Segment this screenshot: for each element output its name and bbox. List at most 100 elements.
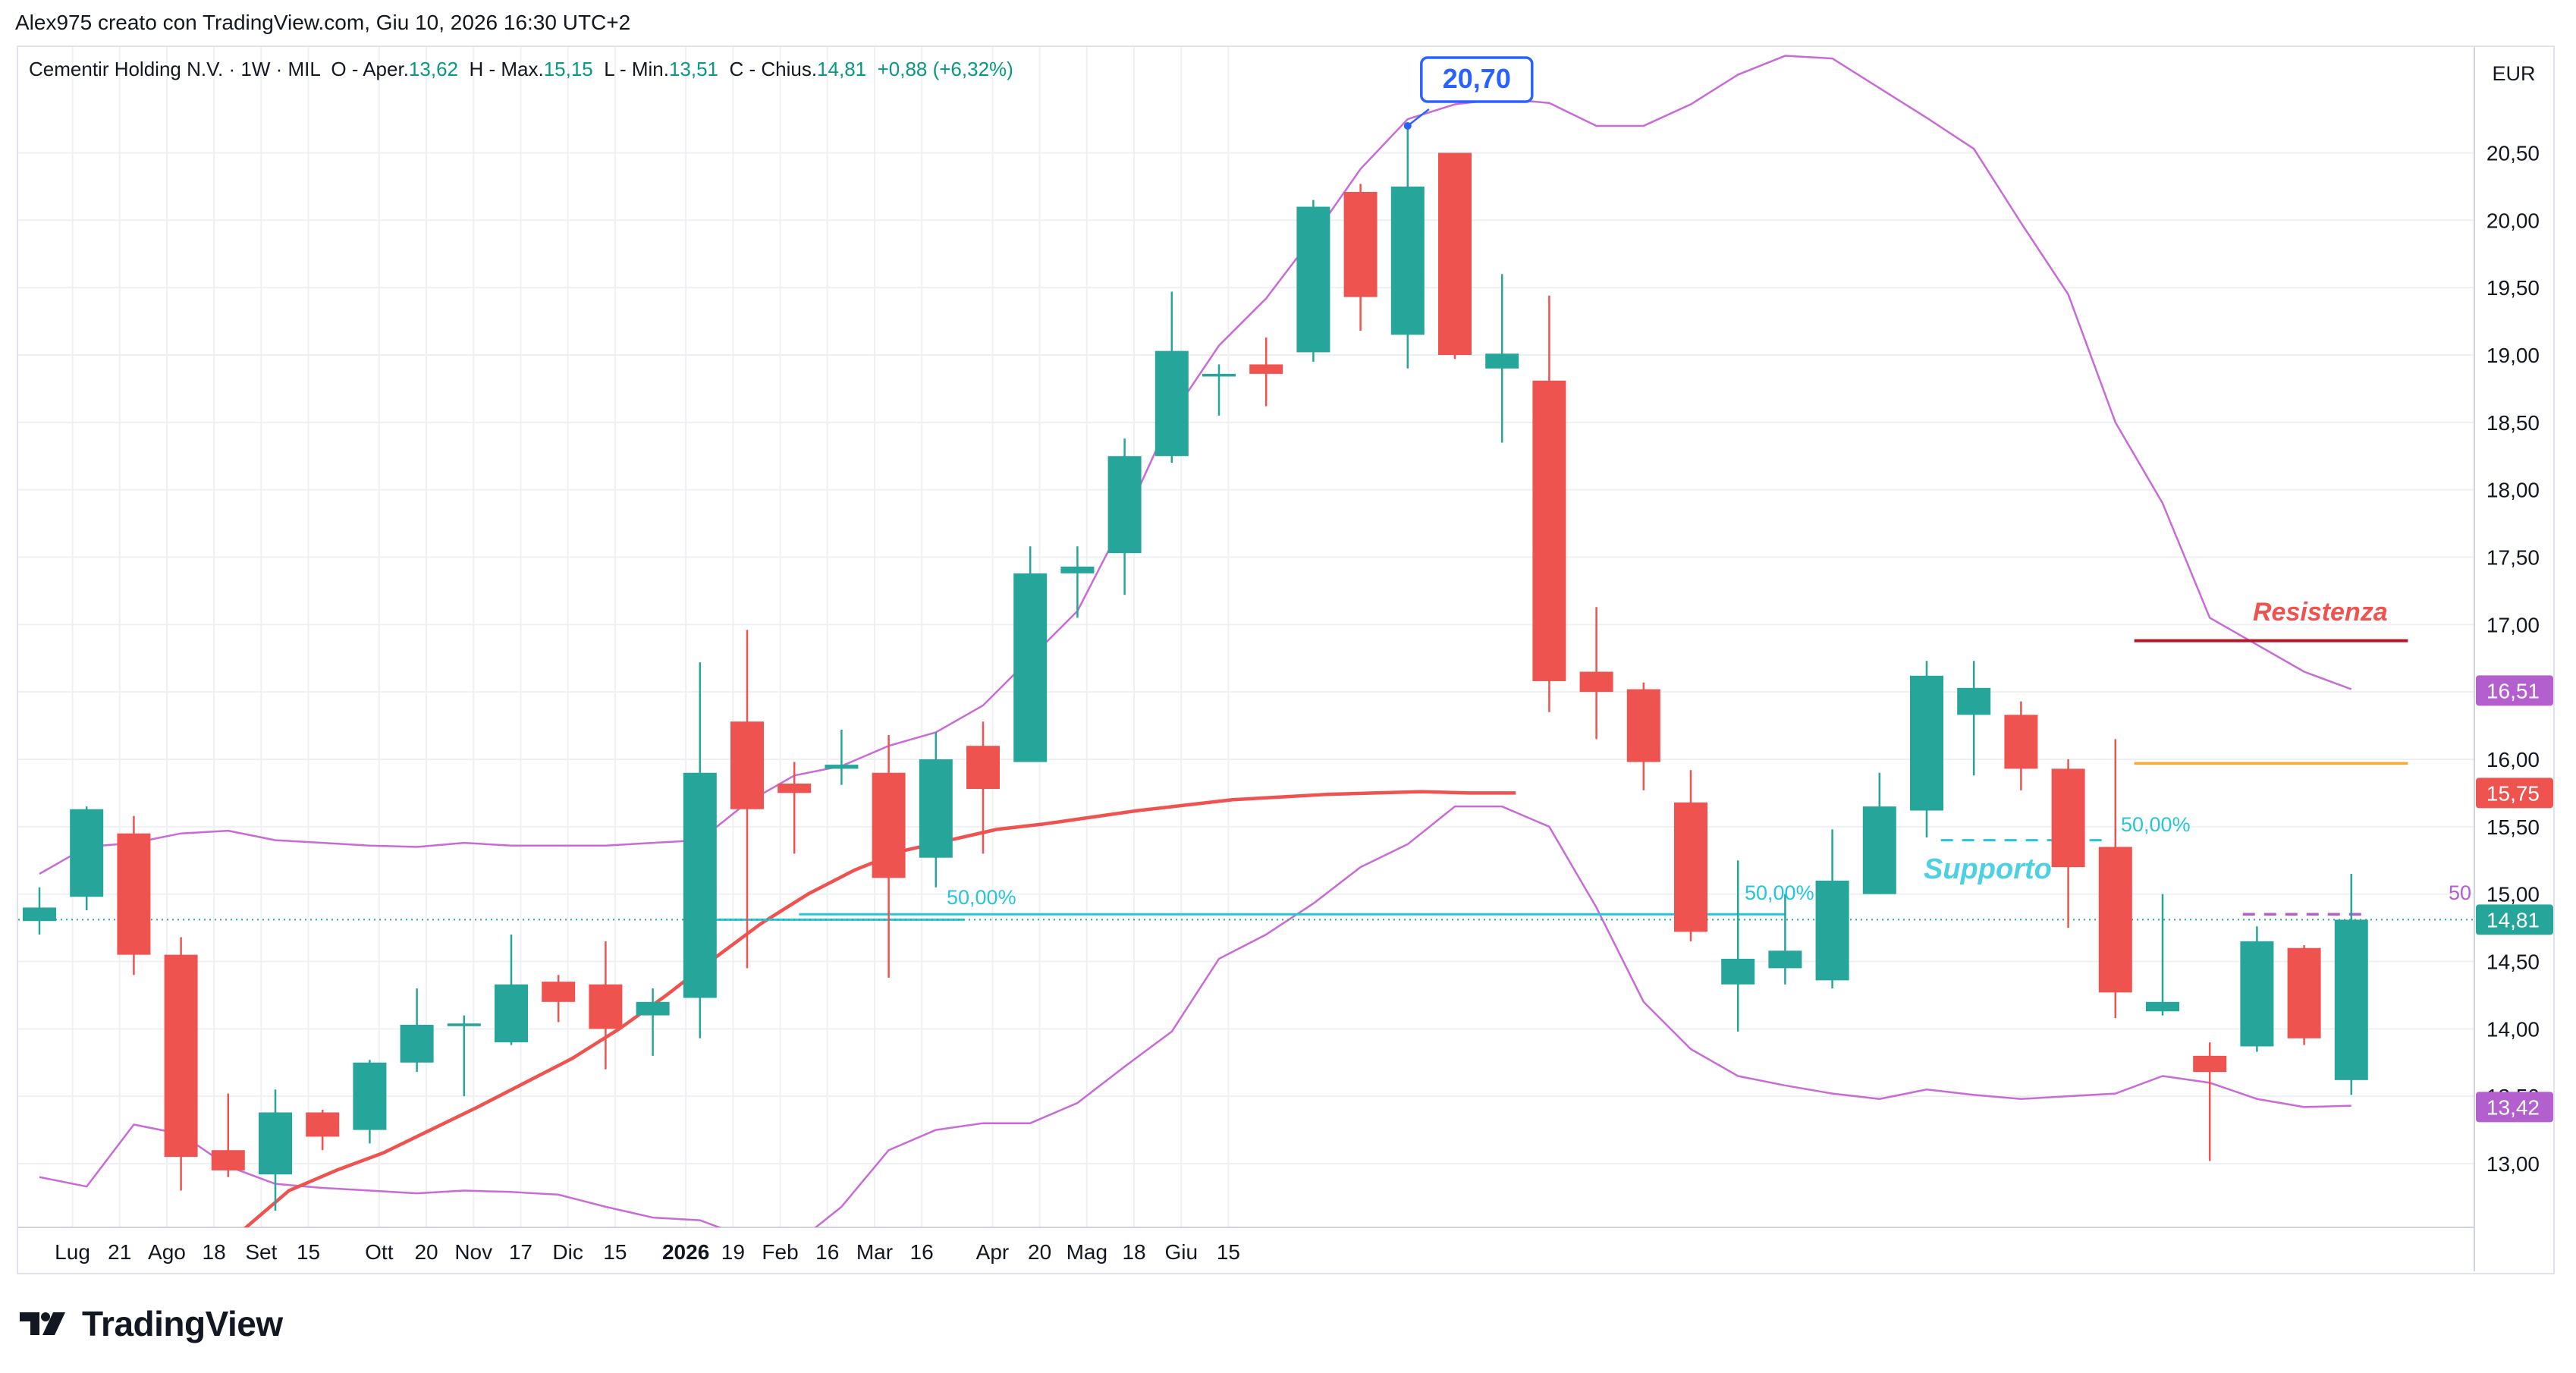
candle-body [1485,353,1519,369]
change-value: +0,88 (+6,32%) [877,58,1013,80]
x-tick-label: 16 [910,1240,934,1264]
y-tick-label: 20,00 [2486,209,2540,232]
x-tick-label: Ott [365,1240,394,1264]
purple-level-label: 50 [2449,881,2471,904]
high-label: H - Max. [469,58,544,80]
moving-average-line [243,790,1516,1227]
candle-body [1343,191,1378,297]
candle-body [1910,675,1943,811]
price-tag-box [2476,675,2553,706]
price-tag-box [2476,778,2553,809]
candle-body [1154,350,1189,457]
x-tick-label: Apr [976,1240,1010,1264]
y-tick-label: 16,00 [2486,748,2540,771]
candle-body [447,1023,481,1026]
candle-body [589,984,623,1029]
resistance-label: Resistenza [2253,598,2388,627]
bollinger-upper-line [39,55,2352,875]
candle-body [2287,947,2321,1038]
x-tick-label: 17 [509,1240,532,1264]
y-tick-label: 13,00 [2486,1152,2540,1176]
candle-body [1862,806,1896,894]
chart-frame [17,46,2555,1274]
x-tick-label: Ago [148,1240,186,1264]
y-tick-label: 19,50 [2486,276,2540,300]
candle-body [1013,573,1048,762]
y-tick-label: 14,00 [2486,1017,2540,1041]
candle-body [2004,715,2038,769]
x-tick-label: 20 [1028,1240,1051,1264]
x-tick-label: 15 [603,1240,627,1264]
candle-body [636,1001,670,1016]
brand-name: TradingView [82,1304,283,1343]
candle-body [919,759,953,858]
x-tick-label: 15 [1217,1240,1240,1264]
price-chart[interactable]: 20,70 Resistenza Supporto 50,00% 50,00% 50,00… [0,0,2576,1290]
ohlc-legend: Cementir Holding N.V. · 1W · MIL O - Ape… [29,58,1013,81]
candle-body [778,783,812,793]
peak-label: 20,70 [1443,63,1511,94]
tradingview-logo-icon [20,1312,65,1335]
candle-body [1107,456,1142,554]
high-value: 15,15 [543,58,593,80]
symbol-info[interactable]: Cementir Holding N.V. · 1W · MIL [29,58,320,80]
y-tick-label: 14,50 [2486,950,2540,973]
candle-body [1390,186,1425,335]
close-label: C - Chius. [729,58,818,80]
price-tag-label: 16,51 [2486,679,2540,702]
x-tick-label: Mar [856,1240,893,1264]
price-tag-box [2476,904,2553,935]
bollinger-lower-line [39,805,2351,1227]
candle-body [1957,687,1991,715]
x-tick-label: 18 [1122,1240,1145,1264]
candle-body [542,982,576,1002]
candle-body [966,746,1000,790]
price-tag-box [2476,1092,2553,1123]
low-label: L - Min. [604,58,669,80]
price-tag-label: 14,81 [2486,908,2540,932]
candle-body [1060,566,1095,573]
candle-body [1626,689,1660,762]
low-value: 13,51 [668,58,719,80]
fib-label-1: 50,00% [947,886,1016,909]
candle-body [306,1112,340,1137]
candle-body [2051,768,2085,868]
y-tick-label: 19,00 [2486,344,2540,367]
plot-layer [18,55,2474,1227]
candle-body [2240,941,2274,1047]
y-tick-label: 18,50 [2486,411,2540,435]
x-tick-label: 16 [815,1240,839,1264]
candle-body [1296,206,1330,353]
candle-body [1438,152,1472,355]
candle-body [2193,1055,2227,1073]
y-tick-label: 17,50 [2486,545,2540,569]
candle-body [70,809,104,897]
x-tick-label: 2026 [662,1240,709,1264]
candle-body [1249,364,1283,374]
support-label: Supporto [1924,853,2052,885]
candle-body [872,772,906,878]
x-tick-label: 18 [203,1240,226,1264]
y-tick-label: 15,00 [2486,883,2540,906]
y-tick-label: 17,00 [2486,613,2540,636]
brand-logo[interactable]: TradingView [18,1303,283,1344]
x-tick-label: Feb [762,1240,798,1264]
candle-body [164,954,198,1158]
fib-label-3: 50,00% [2121,813,2191,836]
candle-body [1815,880,1849,981]
open-value: 13,62 [408,58,458,80]
candle-body [1768,950,1802,969]
close-value: 14,81 [817,58,867,80]
fib-label-2: 50,00% [1745,881,1814,904]
price-tag-label: 15,75 [2486,781,2540,805]
x-tick-label: Lug [55,1240,90,1264]
x-tick-label: Giu [1164,1240,1198,1264]
x-tick-label: Nov [454,1240,492,1264]
candle-body [495,984,528,1043]
price-tag-label: 13,42 [2486,1095,2540,1119]
y-tick-label: 18,00 [2486,479,2540,502]
candle-body [2146,1001,2179,1012]
x-tick-label: 20 [414,1240,438,1264]
y-tick-label: 20,50 [2486,141,2540,165]
open-label: O - Aper. [331,58,409,80]
